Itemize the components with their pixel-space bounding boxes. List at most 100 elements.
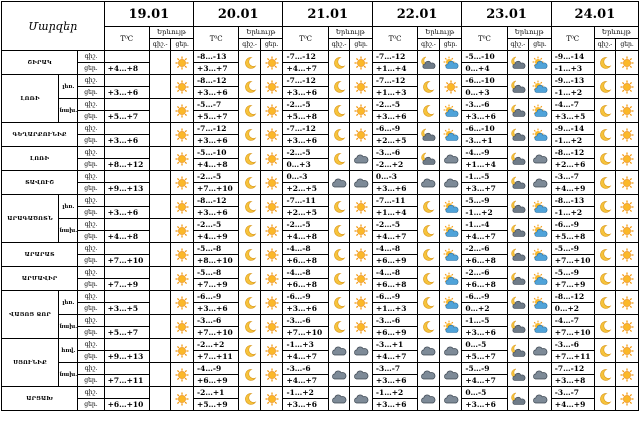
sun-icon <box>615 50 639 75</box>
sun-icon <box>259 362 284 387</box>
sun-icon <box>615 362 639 387</box>
sun-cloud-icon <box>528 98 552 123</box>
moon-icon <box>327 74 351 99</box>
moon-cloud-icon <box>506 266 530 291</box>
temperature-value <box>103 50 150 63</box>
temperature-value: +7…+10 <box>103 254 150 267</box>
cloud-icon <box>528 338 552 363</box>
temperature-value: +7…+10 <box>282 326 329 339</box>
temperature-value: +4…+9 <box>193 230 240 243</box>
night-label: գիշ. <box>77 218 105 231</box>
temperature-value: +4…+7 <box>371 230 419 243</box>
forecast-row: ցեր. +5…+7 +7…+10 +7…+10 +6…+9 +3…+6 +7…+10 <box>2 326 639 339</box>
date-header: 19.01 <box>103 1 195 27</box>
temperature-value: -1…+2 <box>550 206 595 219</box>
temperature-value: +3…+6 <box>371 110 419 123</box>
empty-icon-cell <box>148 170 172 195</box>
day-label: ցեր. <box>77 230 105 243</box>
temperature-value: -8…-12 <box>550 146 595 159</box>
sun-icon <box>259 218 284 243</box>
temperature-value: +4…+7 <box>461 230 508 243</box>
phenomena-header: Երևույթ <box>238 26 284 39</box>
temperature-value: -2…-5 <box>282 146 329 159</box>
day-label: ցեր. <box>77 350 105 363</box>
sun-icon <box>615 290 639 315</box>
temperature-value: -3…-6 <box>371 146 419 159</box>
temperature-value: +7…+11 <box>193 350 240 363</box>
temperature-value: -7…-12 <box>282 50 329 63</box>
temperature-value: -1…-4 <box>461 218 508 231</box>
temperature-value: +4…+7 <box>282 62 329 75</box>
sun-icon <box>615 74 639 99</box>
temperature-value: +3…+6 <box>461 326 508 339</box>
phenomena-header: Երևույթ <box>148 26 195 39</box>
moon-icon <box>593 266 617 291</box>
forecast-row: նախ. գիշ. -5…-7 -2…-5 -2…-5 -3…-6 -4…-7 <box>2 98 639 123</box>
forecast-row: ցեր. +3…+6 +3…+6 +3…+6 +2…+5 -3…+1 -1…+2 <box>2 134 639 147</box>
temperature-value: -1…+2 <box>461 206 508 219</box>
moon-cloud-icon <box>506 338 530 363</box>
temperature-value: +6…+9 <box>193 374 240 387</box>
moon-cloud-icon <box>506 242 530 267</box>
region-name: ՍՅՈՒՆԻՔ <box>0 338 60 387</box>
temperature-value: -7…-12 <box>282 122 329 135</box>
temperature-value: -3…-7 <box>550 170 595 183</box>
temperature-value: -6…-9 <box>371 290 419 303</box>
temperature-value: +4…+8 <box>103 62 150 75</box>
moon-icon <box>238 266 261 291</box>
temperature-value: -5…-10 <box>193 146 240 159</box>
sun-cloud-icon <box>528 242 552 267</box>
moon-icon <box>327 218 351 243</box>
empty-icon-cell <box>148 98 172 123</box>
moon-icon <box>327 290 351 315</box>
temperature-value: -9…-14 <box>550 122 595 135</box>
temperature-value: +3…+6 <box>193 206 240 219</box>
temperature-value: +6…+10 <box>103 398 150 411</box>
sun-icon <box>349 122 373 147</box>
cloud-icon <box>417 386 440 411</box>
sun-cloud-icon <box>438 242 463 267</box>
night-label: գիշ. <box>77 194 105 207</box>
temperature-value: -2…+2 <box>371 158 419 171</box>
sun-icon <box>438 74 463 99</box>
temperature-value: 0…-3 <box>282 170 329 183</box>
temperature-value: -7…-12 <box>282 74 329 87</box>
day-label: ցեր. <box>77 62 105 75</box>
temperature-value: -4…-8 <box>371 266 419 279</box>
sun-cloud-icon <box>438 50 463 75</box>
temperature-value: +7…+10 <box>193 326 240 339</box>
header-daypart-row: գիշ.- ցեր. գիշ.- ցեր. գիշ.- ցեր. գիշ.- ցեր. գիշ.… <box>2 38 639 51</box>
moon-icon <box>593 242 617 267</box>
moon-icon <box>593 338 617 363</box>
temperature-value: 0…-3 <box>371 170 419 183</box>
temperature-value: 0…+2 <box>550 302 595 315</box>
moon-icon <box>593 314 617 339</box>
temperature-value: -6…-9 <box>282 290 329 303</box>
forecast-row: ԳԵՂԱՐՔՈՒՆԻՔ գիշ. -7…-12 -7…-12 -6…-9 -6…-10 -9… <box>0 122 639 147</box>
temperature-value: +3…+5 <box>550 110 595 123</box>
temperature-value: -7…-11 <box>282 194 329 207</box>
temperature-value: +3…+7 <box>193 62 240 75</box>
temperature-value: -1…+2 <box>371 386 419 399</box>
temperature-value: +5…+7 <box>103 110 150 123</box>
empty-icon-cell <box>148 266 172 291</box>
day-label: ցեր. <box>77 254 105 267</box>
forecast-row: ՏԱՎՈՒՇ գիշ. -2…-5 0…-3 0…-3 -1…-5 -3…-7 <box>0 170 639 195</box>
moon-cloud-icon <box>506 122 530 147</box>
zone-label: նախ. <box>58 362 79 387</box>
temperature-value: +3…+6 <box>282 398 329 411</box>
temperature-value: -2…-5 <box>282 98 329 111</box>
sun-icon <box>349 314 373 339</box>
forecast-row: ցեր. +7…+11 +6…+9 +4…+7 +3…+6 +4…+7 +3…+8 <box>2 374 639 387</box>
temperature-value: +3…+6 <box>461 398 508 411</box>
moon-icon <box>327 194 351 219</box>
sun-icon <box>170 314 195 339</box>
zone-label: լեռ. <box>58 290 79 315</box>
sun-icon <box>615 98 639 123</box>
sun-icon <box>170 386 195 411</box>
sun-icon <box>615 338 639 363</box>
temperature-value: -5…-8 <box>193 242 240 255</box>
sun-icon <box>259 194 284 219</box>
empty-icon-cell <box>148 314 172 339</box>
sun-cloud-icon <box>438 266 463 291</box>
